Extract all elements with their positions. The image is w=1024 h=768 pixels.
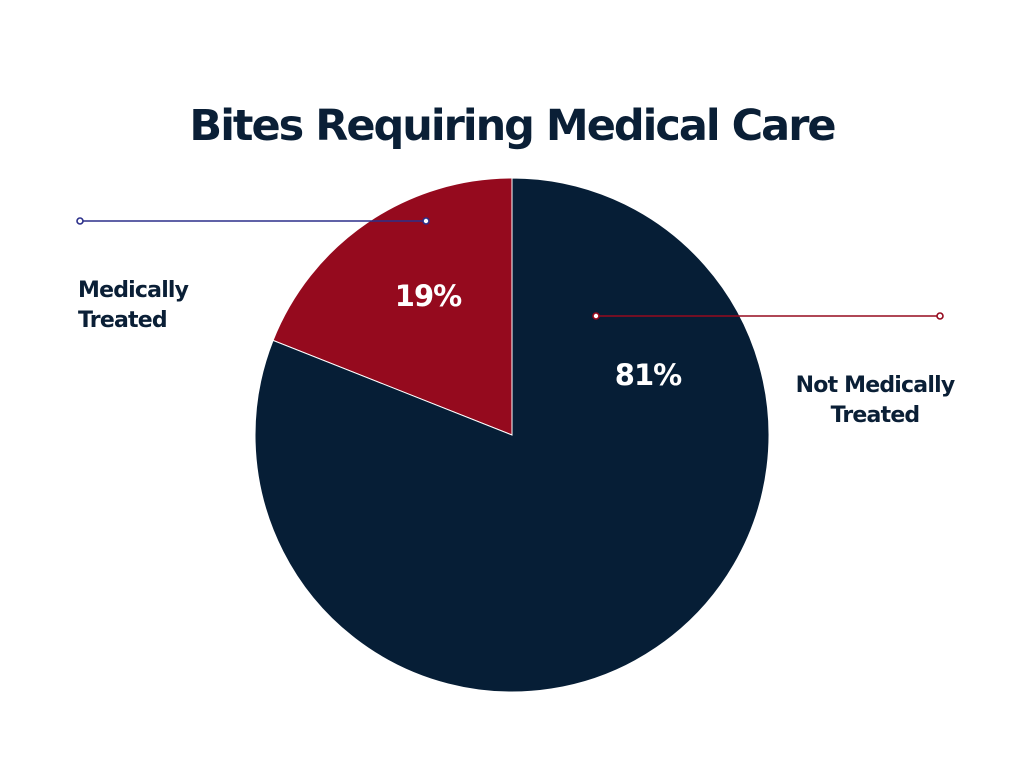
slice-category-label: Not Medically Treated [796, 373, 955, 428]
callout-labels: Medically Treated Not Medically Treated [78, 278, 956, 428]
slice-value-label: 19% [395, 279, 462, 313]
pie-slice-1 [254, 177, 770, 693]
callout-leaders [76, 217, 944, 320]
pie-slices [254, 177, 770, 693]
callout-leader-line [592, 312, 944, 320]
pie-slice-0 [272, 177, 513, 436]
slice-value-label: 81% [615, 358, 682, 392]
slice-value-labels: 19% 81% [395, 279, 683, 392]
slice-category-label: Medically Treated [78, 278, 189, 333]
callout-leader-line [76, 217, 430, 225]
chart-title: Bites Requiring Medical Care [189, 101, 835, 151]
